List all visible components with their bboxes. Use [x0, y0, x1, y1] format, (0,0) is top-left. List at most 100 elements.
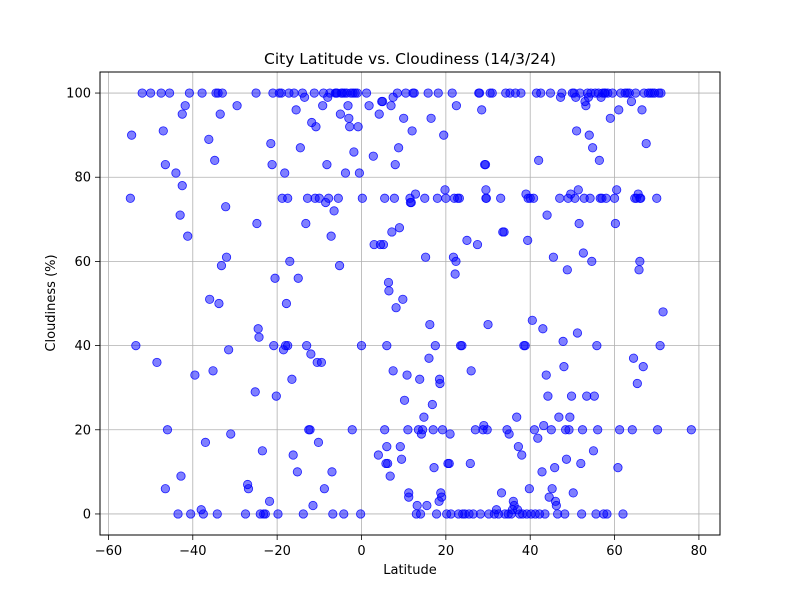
x-tick-label: −40: [179, 544, 206, 559]
data-point: [305, 425, 315, 435]
data-point: [575, 88, 585, 98]
data-point: [156, 88, 166, 98]
data-point: [283, 340, 293, 351]
data-points: [125, 88, 696, 519]
data-point: [587, 256, 597, 267]
data-point: [221, 202, 231, 212]
data-point: [634, 265, 644, 275]
data-point: [349, 147, 359, 157]
data-point: [394, 223, 405, 233]
data-point: [574, 218, 584, 229]
data-point: [652, 425, 663, 435]
data-point: [383, 458, 393, 469]
data-point: [537, 467, 547, 477]
data-point: [293, 273, 303, 283]
data-point: [451, 101, 461, 111]
data-point: [544, 492, 554, 502]
data-point: [361, 88, 372, 98]
data-point: [477, 105, 487, 115]
y-tick-label: 100: [66, 87, 91, 102]
data-point: [481, 185, 491, 195]
data-point: [240, 509, 251, 519]
data-point: [208, 366, 218, 376]
data-point: [271, 391, 281, 401]
data-point: [302, 340, 312, 351]
data-point: [465, 458, 475, 469]
y-tick-label: 40: [74, 339, 91, 354]
data-point: [357, 193, 367, 203]
data-point: [534, 155, 544, 165]
data-point: [345, 122, 355, 132]
data-point: [550, 463, 560, 473]
data-point: [232, 101, 242, 111]
data-point: [605, 113, 615, 123]
data-point: [190, 370, 200, 380]
data-point: [437, 425, 448, 435]
data-point: [588, 143, 598, 153]
data-point: [615, 425, 625, 435]
data-point: [636, 193, 646, 203]
data-point: [652, 193, 662, 203]
data-point: [197, 88, 207, 98]
data-point: [364, 101, 374, 111]
data-point: [387, 227, 397, 237]
data-point: [160, 484, 170, 494]
data-point: [391, 303, 401, 313]
data-point: [184, 88, 195, 98]
data-point: [562, 265, 572, 275]
data-point: [410, 189, 421, 199]
data-point: [171, 168, 181, 178]
y-tick-label: 60: [74, 255, 91, 270]
data-point: [382, 442, 392, 452]
data-point: [318, 101, 328, 111]
data-point: [353, 122, 363, 132]
data-point: [539, 420, 549, 431]
data-point: [566, 391, 577, 401]
data-point: [542, 210, 552, 220]
data-point: [412, 500, 422, 511]
data-point: [631, 88, 641, 98]
data-point: [450, 269, 460, 279]
data-point: [389, 193, 399, 203]
data-point: [243, 484, 254, 494]
data-point: [568, 488, 578, 498]
data-point: [658, 307, 668, 317]
data-point: [292, 467, 302, 477]
data-point: [591, 509, 601, 519]
data-point: [406, 197, 416, 208]
data-point: [426, 113, 436, 123]
data-point: [513, 442, 523, 452]
data-point: [656, 88, 666, 98]
data-point: [368, 151, 378, 161]
data-point: [267, 160, 277, 170]
data-point: [554, 412, 564, 422]
data-point: [311, 122, 321, 132]
data-point: [439, 130, 449, 140]
data-point: [578, 248, 588, 258]
data-point: [323, 193, 334, 203]
data-point: [398, 294, 408, 304]
x-tick-label: 0: [357, 544, 365, 559]
data-point: [402, 370, 412, 380]
data-point: [655, 340, 665, 351]
data-point: [613, 463, 623, 473]
data-point: [432, 193, 443, 203]
data-point: [354, 168, 364, 178]
data-point: [380, 193, 390, 203]
data-point: [399, 113, 409, 123]
plot-frame: [99, 71, 721, 536]
data-point: [433, 88, 443, 98]
data-point: [445, 429, 455, 439]
data-point: [543, 391, 553, 401]
data-point: [635, 256, 645, 267]
data-point: [430, 340, 440, 351]
x-tick-label: 60: [606, 544, 623, 559]
data-point: [254, 332, 264, 342]
data-point: [573, 185, 583, 195]
data-point: [314, 193, 324, 203]
data-point: [529, 425, 540, 435]
data-point: [520, 340, 530, 351]
data-point: [576, 458, 586, 469]
data-point: [175, 210, 185, 220]
x-axis-title: Latitude: [383, 563, 437, 578]
